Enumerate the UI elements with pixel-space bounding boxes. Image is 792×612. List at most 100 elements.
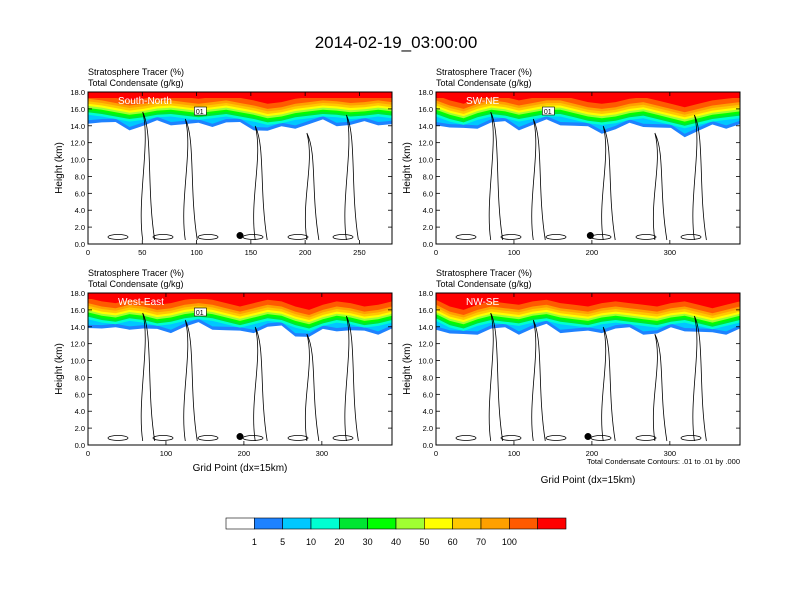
colorbar-label: 20	[334, 537, 344, 547]
contour-oval	[680, 435, 702, 441]
colorbar-swatch	[395, 517, 425, 530]
contour-line	[692, 114, 707, 241]
y-tick-label: 10.0	[418, 357, 433, 366]
colorbar-swatch	[452, 517, 482, 530]
y-tick-label: 14.0	[418, 122, 433, 131]
condensate-contours	[455, 111, 707, 241]
colorbar-swatch	[424, 517, 453, 530]
y-tick-label: 8.0	[75, 172, 85, 181]
contour-label-box	[194, 106, 207, 116]
contour-oval	[500, 234, 522, 240]
location-marker	[236, 232, 244, 240]
location-marker	[584, 433, 592, 441]
x-tick-label: 200	[586, 449, 599, 458]
y-tick-label: 18.0	[70, 289, 85, 298]
contour-line	[140, 312, 156, 442]
contour-oval	[332, 234, 354, 240]
colorbar-label: 5	[280, 537, 285, 547]
y-tick-label: 14.0	[418, 323, 433, 332]
contour-label-box	[542, 106, 555, 116]
contour-line	[692, 315, 707, 442]
left-title-2: Total Condensate (g/kg)	[436, 78, 532, 88]
y-tick-label: 6.0	[75, 390, 85, 399]
condensate-contours	[107, 312, 359, 442]
left-title-1: Stratosphere Tracer (%)	[88, 67, 184, 77]
figure-title: 2014-02-19_03:00:00	[315, 33, 478, 52]
contour-line	[253, 326, 268, 442]
y-tick-label: 6.0	[423, 390, 433, 399]
contour-oval	[152, 435, 174, 441]
plot-frame	[87, 292, 393, 446]
contour-line	[488, 312, 504, 442]
y-tick-label: 2.0	[423, 424, 433, 433]
plot-frame	[435, 292, 741, 446]
tracer-top-strip	[88, 92, 392, 98]
colorbar-label: 60	[448, 537, 458, 547]
y-tick-label: 16.0	[70, 306, 85, 315]
panel-1: Stratosphere Tracer (%)Total Condensate …	[54, 67, 393, 257]
x-axis-label: Grid Point (dx=15km)	[541, 475, 636, 486]
contour-oval	[455, 435, 477, 441]
y-axis-label: Height (km)	[402, 343, 413, 395]
contour-oval	[545, 435, 567, 441]
tracer-top-strip	[88, 293, 392, 299]
colorbar-label: 50	[419, 537, 429, 547]
y-tick-label: 8.0	[423, 373, 433, 382]
y-tick-label: 14.0	[70, 323, 85, 332]
contour-oval	[545, 234, 567, 240]
contour-oval	[107, 234, 129, 240]
y-tick-label: 0.0	[423, 240, 433, 249]
colorbar-label: 70	[476, 537, 486, 547]
y-tick-label: 18.0	[70, 88, 85, 97]
x-tick-label: 0	[434, 248, 438, 257]
contour-line	[344, 315, 359, 442]
contour-line	[601, 125, 616, 241]
left-title-1: Stratosphere Tracer (%)	[88, 268, 184, 278]
contour-line	[183, 118, 198, 241]
panel-3: Stratosphere Tracer (%)Total Condensate …	[54, 268, 393, 474]
colorbar: 1 5 10 20 30 40 50 60 70 100	[225, 517, 567, 547]
y-axis-label: Height (km)	[54, 142, 65, 194]
x-tick-label: 0	[86, 449, 90, 458]
contour-label: 01	[544, 109, 552, 116]
panel-label: South-North	[118, 96, 172, 107]
contour-oval	[680, 234, 702, 240]
x-tick-label: 200	[586, 248, 599, 257]
y-axis-label: Height (km)	[402, 142, 413, 194]
x-tick-label: 100	[508, 248, 521, 257]
y-tick-label: 0.0	[423, 441, 433, 450]
x-tick-label: 200	[238, 449, 251, 458]
left-title-2: Total Condensate (g/kg)	[436, 279, 532, 289]
colorbar-swatch	[339, 517, 368, 530]
y-tick-label: 4.0	[75, 407, 85, 416]
panel-label: West-East	[118, 297, 164, 308]
contour-line	[183, 319, 198, 442]
contour-line	[344, 114, 359, 241]
contour-line	[253, 125, 268, 241]
contour-line	[531, 118, 546, 241]
x-tick-label: 0	[434, 449, 438, 458]
y-tick-label: 8.0	[423, 172, 433, 181]
colorbar-label: 100	[502, 537, 517, 547]
plot-frame	[87, 91, 393, 245]
colorbar-swatch	[480, 517, 510, 530]
contour-line	[488, 111, 504, 241]
contour-oval	[500, 435, 522, 441]
contour-oval	[287, 435, 309, 441]
panels-group: Stratosphere Tracer (%) Total Condensate …	[54, 67, 741, 486]
x-tick-label: 300	[664, 449, 677, 458]
y-tick-label: 0.0	[75, 240, 85, 249]
colorbar-swatch	[367, 517, 397, 530]
colorbar-swatch	[225, 517, 255, 530]
y-tick-label: 12.0	[418, 340, 433, 349]
contour-label: 01	[196, 310, 204, 317]
x-tick-label: 200	[299, 248, 312, 257]
location-marker	[236, 433, 244, 441]
panel-label: SW-NE	[466, 96, 499, 107]
y-tick-label: 10.0	[418, 156, 433, 165]
colorbar-swatch	[282, 517, 312, 530]
contour-line	[531, 319, 546, 442]
y-tick-label: 12.0	[70, 139, 85, 148]
tracer-top-strip	[436, 92, 740, 98]
